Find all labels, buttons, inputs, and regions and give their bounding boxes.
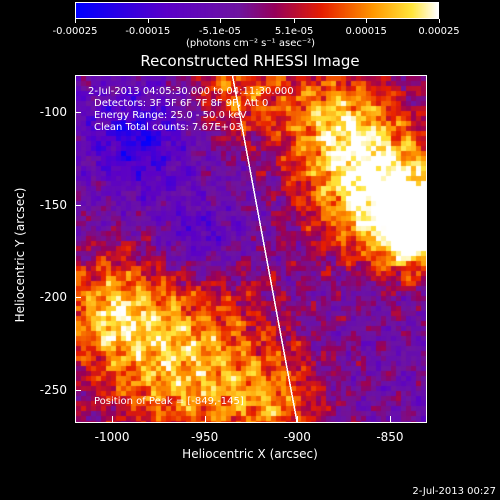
x-tick-mark	[204, 416, 206, 422]
y-axis-label: Heliocentric Y (arcsec)	[13, 187, 27, 323]
x-axis-label: Heliocentric X (arcsec)	[182, 447, 318, 461]
colorbar-tick-label: 5.1e-05	[274, 26, 314, 37]
footer-date: 2-Jul-2013 00:27	[412, 486, 496, 497]
x-tick-label: -850	[376, 430, 404, 444]
annotation-time: 2-Jul-2013 04:05:30.000 to 04:11:30.000	[88, 86, 294, 97]
colorbar-tick-label: -0.00015	[125, 26, 171, 37]
colorbar-tick-label: -5.1e-05	[198, 26, 241, 37]
colorbar	[75, 2, 439, 19]
annotation-detectors: Detectors: 3F 5F 6F 7F 8F 9F, Att 0	[94, 98, 269, 109]
plot-area: 2-Jul-2013 04:05:30.000 to 04:11:30.000 …	[75, 75, 427, 423]
colorbar-tick-mark	[219, 19, 221, 23]
y-tick-label: -150	[39, 197, 67, 212]
annotation-peak: Position of Peak = [-849,-145]	[94, 396, 244, 407]
x-tick-label: -900	[283, 430, 311, 444]
x-tick-mark	[297, 416, 299, 422]
x-tick-mark	[389, 416, 391, 422]
y-tick-label: -100	[39, 105, 67, 120]
plot-overlay	[231, 76, 298, 422]
annotation-counts: Clean Total counts: 7.67E+03	[94, 122, 242, 133]
colorbar-tick-mark	[75, 19, 76, 23]
colorbar-gradient	[76, 3, 438, 18]
y-tick-mark	[75, 112, 81, 114]
y-tick-mark	[75, 389, 81, 391]
chart-title: Reconstructed RHESSI Image	[140, 52, 360, 70]
x-tick-label: -1000	[94, 430, 130, 444]
y-tick-label: -250	[39, 382, 67, 397]
colorbar-tick-mark	[294, 19, 296, 23]
colorbar-tick-label: 0.00015	[345, 26, 387, 37]
y-tick-mark	[75, 297, 81, 299]
limb-line	[231, 76, 298, 422]
colorbar-tick-mark	[366, 19, 368, 23]
colorbar-tick-label: -0.00025	[52, 26, 98, 37]
heatmap-image	[76, 76, 426, 422]
annotation-energy: Energy Range: 25.0 - 50.0 keV	[94, 110, 247, 121]
colorbar-unit: (photons cm⁻² s⁻¹ asec⁻²)	[186, 38, 316, 49]
colorbar-tick-mark	[439, 19, 440, 23]
y-tick-mark	[75, 204, 81, 206]
colorbar-tick-mark	[147, 19, 149, 23]
y-tick-label: -200	[39, 290, 67, 305]
x-tick-mark	[112, 416, 114, 422]
x-tick-label: -950	[191, 430, 219, 444]
colorbar-tick-label: 0.00025	[418, 26, 460, 37]
